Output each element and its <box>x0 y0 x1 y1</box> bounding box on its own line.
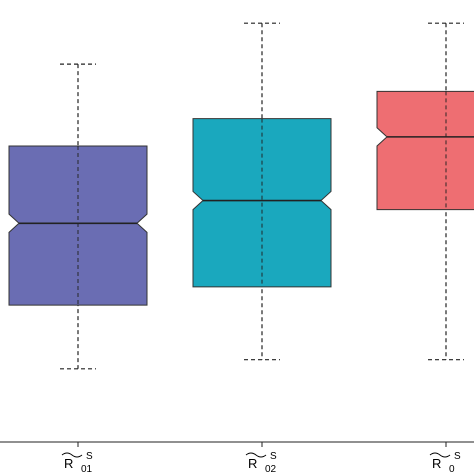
tick-label-sub: 01 <box>81 464 93 474</box>
x-tick-label-1: R S 01 <box>61 451 93 474</box>
x-tick-label-2: R S 02 <box>245 451 277 474</box>
notched-box <box>376 90 474 211</box>
tick-label-sub: 0 <box>449 464 455 474</box>
tilde-accent <box>61 452 83 458</box>
tick-label-base: R <box>432 456 441 471</box>
box-group-3 <box>376 22 474 361</box>
tick-label-base: R <box>248 456 257 471</box>
tick-label-sup: S <box>86 451 93 462</box>
tick-label-sup: S <box>454 451 461 462</box>
x-tick-label-3: R S 0 <box>429 451 461 474</box>
tilde-accent <box>429 452 451 458</box>
tick-label-sub: 02 <box>265 464 277 474</box>
tick-label-sup: S <box>270 451 277 462</box>
box-group-2 <box>192 22 332 361</box>
x-tick-layer: R S 01 R S 02 R S 0 <box>61 442 461 474</box>
boxes-layer <box>8 22 474 370</box>
tilde-accent <box>245 452 267 458</box>
box-group-1 <box>8 63 148 370</box>
tick-label-base: R <box>64 456 73 471</box>
